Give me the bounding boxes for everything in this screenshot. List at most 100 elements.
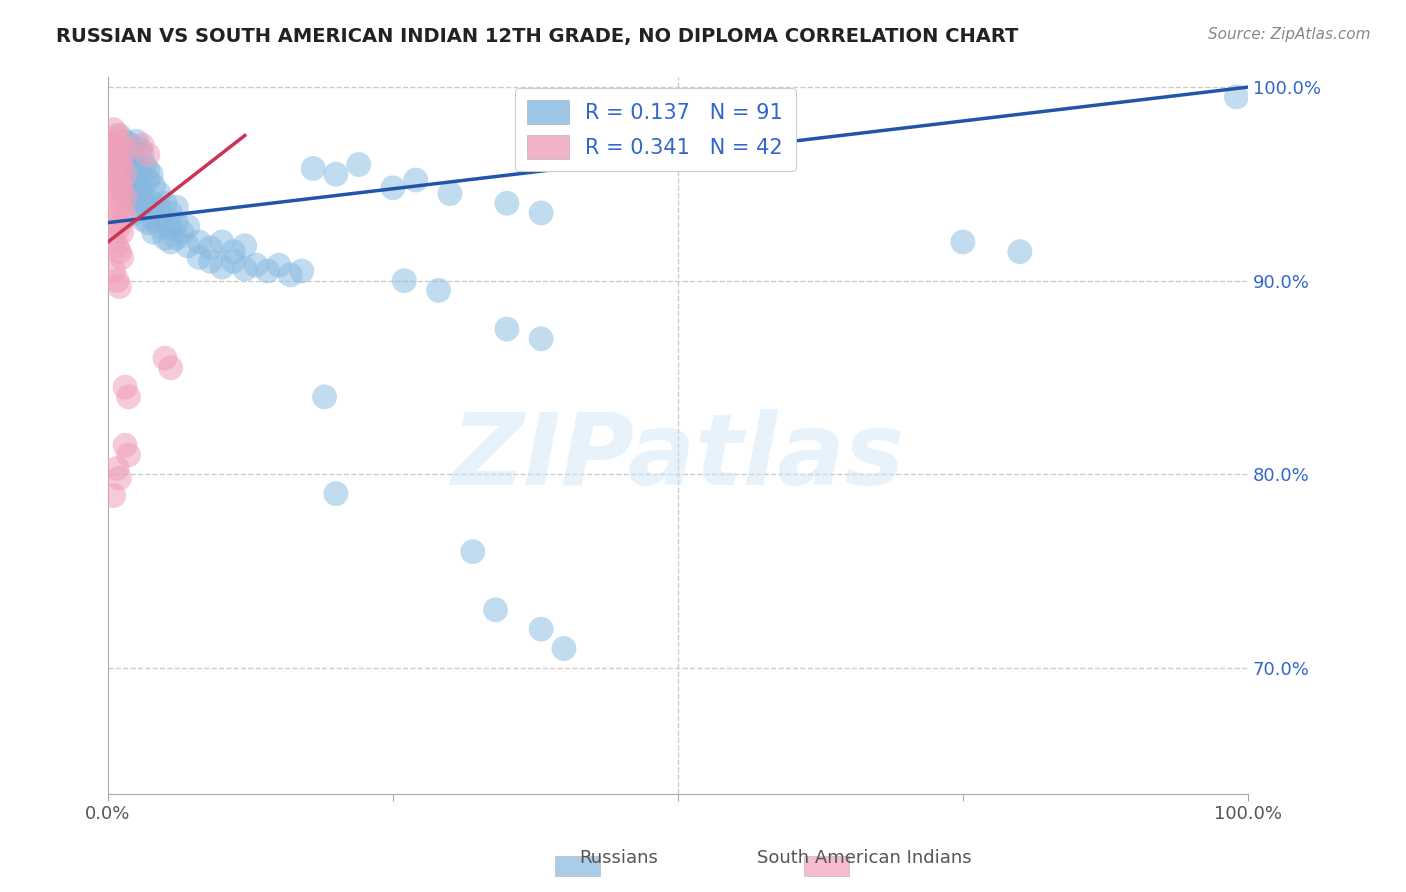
Point xyxy=(131,193,153,207)
Point xyxy=(153,196,176,211)
Point xyxy=(222,244,245,259)
Point xyxy=(148,186,170,201)
Point xyxy=(111,225,134,239)
Point xyxy=(153,231,176,245)
Point xyxy=(111,202,134,216)
Point xyxy=(302,161,325,176)
Point xyxy=(142,211,165,226)
Point xyxy=(103,183,125,197)
Point xyxy=(114,190,136,204)
Point xyxy=(172,225,194,239)
Point xyxy=(108,471,131,485)
Point xyxy=(148,219,170,234)
Point xyxy=(131,138,153,153)
Point xyxy=(222,254,245,268)
Point xyxy=(142,196,165,211)
Point xyxy=(105,171,128,186)
Point xyxy=(125,163,148,178)
Point xyxy=(427,284,450,298)
Point xyxy=(111,157,134,171)
Point xyxy=(325,486,347,500)
Legend: R = 0.137   N = 91, R = 0.341   N = 42: R = 0.137 N = 91, R = 0.341 N = 42 xyxy=(515,87,796,171)
Point xyxy=(105,148,128,162)
Point xyxy=(114,167,136,181)
Point xyxy=(159,235,181,249)
Point xyxy=(136,173,159,187)
Point xyxy=(211,235,233,249)
Point xyxy=(136,200,159,214)
Point xyxy=(125,206,148,220)
Point xyxy=(103,138,125,153)
Point xyxy=(117,161,139,176)
Point xyxy=(496,196,519,211)
Point xyxy=(280,268,302,282)
Point xyxy=(394,274,416,288)
Point xyxy=(245,258,267,272)
Point xyxy=(117,148,139,162)
Point xyxy=(496,322,519,336)
Text: South American Indians: South American Indians xyxy=(758,849,972,867)
Point xyxy=(233,262,256,277)
Point xyxy=(103,264,125,278)
Point xyxy=(111,142,134,156)
Point xyxy=(117,177,139,191)
Point xyxy=(108,279,131,293)
Point xyxy=(103,163,125,178)
Point xyxy=(381,181,404,195)
Point xyxy=(125,196,148,211)
Text: ZIPatlas: ZIPatlas xyxy=(451,409,904,506)
Point xyxy=(103,231,125,245)
Text: Source: ZipAtlas.com: Source: ZipAtlas.com xyxy=(1208,27,1371,42)
Point xyxy=(105,153,128,168)
Point xyxy=(120,138,142,153)
Point xyxy=(117,390,139,404)
Point xyxy=(103,206,125,220)
Point xyxy=(484,603,506,617)
Point xyxy=(105,128,128,143)
Point xyxy=(114,134,136,148)
Point xyxy=(108,134,131,148)
Point xyxy=(103,122,125,136)
Text: Russians: Russians xyxy=(579,849,658,867)
Point xyxy=(136,216,159,230)
Point xyxy=(131,183,153,197)
Point xyxy=(120,190,142,204)
Point xyxy=(325,167,347,181)
Point xyxy=(159,360,181,375)
Point xyxy=(105,274,128,288)
Point xyxy=(111,183,134,197)
Point xyxy=(134,157,156,171)
Point xyxy=(233,239,256,253)
Point xyxy=(347,157,370,171)
Point xyxy=(112,173,135,187)
Point xyxy=(530,332,553,346)
Point xyxy=(165,200,187,214)
Point xyxy=(314,390,336,404)
Point xyxy=(952,235,974,249)
Point xyxy=(148,202,170,216)
Point xyxy=(159,206,181,220)
Point xyxy=(211,260,233,274)
Point xyxy=(291,264,314,278)
Point xyxy=(188,251,211,265)
Point xyxy=(105,216,128,230)
Point xyxy=(177,219,200,234)
Point xyxy=(120,171,142,186)
Point xyxy=(1008,244,1031,259)
Point xyxy=(103,142,125,156)
Point xyxy=(159,221,181,235)
Point xyxy=(153,216,176,230)
Point xyxy=(122,144,145,158)
Point xyxy=(105,461,128,475)
Point xyxy=(136,163,159,178)
Point xyxy=(188,235,211,249)
Point xyxy=(108,244,131,259)
Point xyxy=(125,134,148,148)
Point xyxy=(141,167,163,181)
Point xyxy=(461,545,484,559)
Point xyxy=(267,258,290,272)
Point xyxy=(530,622,553,636)
Text: RUSSIAN VS SOUTH AMERICAN INDIAN 12TH GRADE, NO DIPLOMA CORRELATION CHART: RUSSIAN VS SOUTH AMERICAN INDIAN 12TH GR… xyxy=(56,27,1018,45)
Point xyxy=(131,211,153,226)
Point xyxy=(142,178,165,193)
